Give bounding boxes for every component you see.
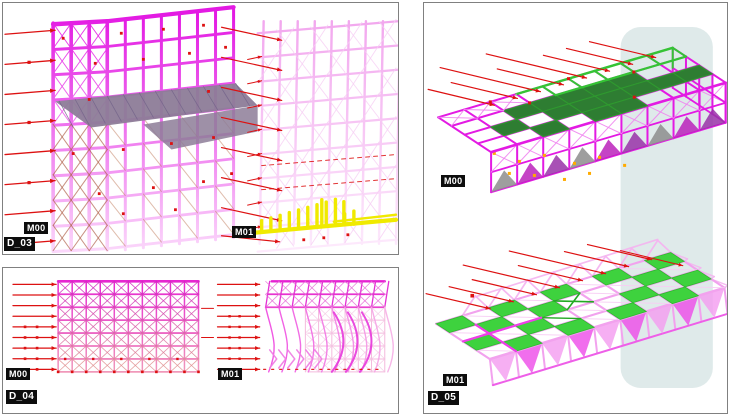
- model-label-m01: M01: [232, 226, 257, 239]
- panel-id-label: D_05: [428, 391, 460, 405]
- panel-d04: M00 M01 D_04: [2, 267, 399, 414]
- model-label-m00: M00: [6, 368, 31, 381]
- wireframe-render-d03: [4, 5, 398, 254]
- frame-render-d04: [12, 280, 394, 374]
- panel-id-label: D_04: [6, 390, 38, 404]
- panel-id-label: D_03: [4, 237, 36, 251]
- slab-render-d05: [425, 27, 727, 388]
- panel-d05: M00 M01 D_05: [423, 2, 728, 414]
- model-label-m01: M01: [443, 374, 468, 387]
- model-label-m01: M01: [218, 368, 243, 381]
- model-label-m00: M00: [441, 175, 466, 188]
- panel-d03: M00 M01 D_03: [2, 2, 399, 255]
- model-label-m00: M00: [24, 222, 49, 235]
